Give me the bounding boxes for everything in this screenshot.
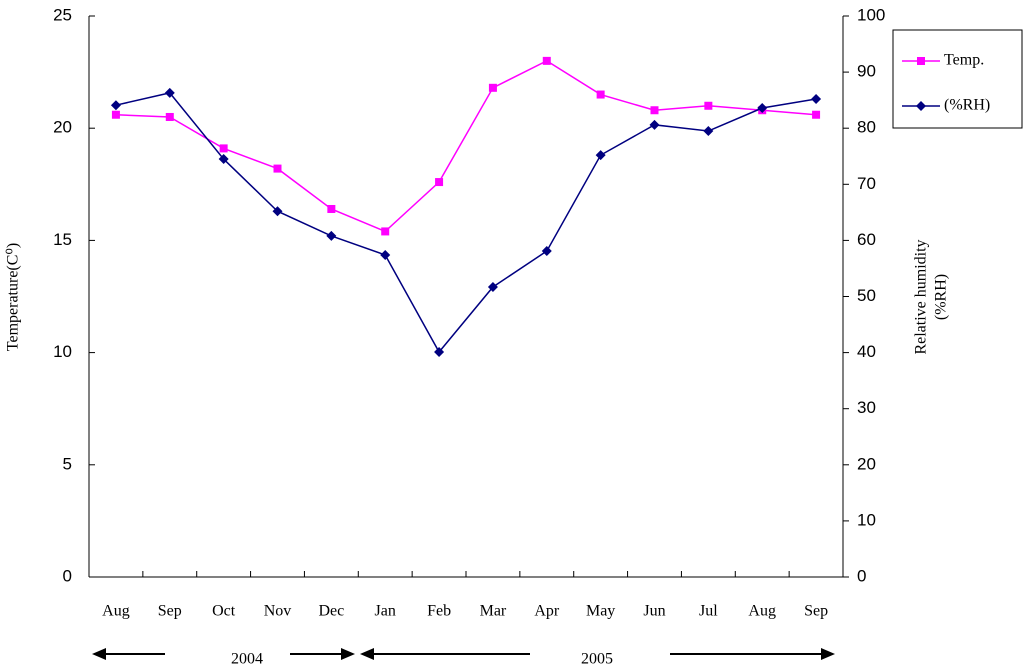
marker xyxy=(650,120,660,130)
x-tick-label: Aug xyxy=(102,603,130,620)
year-label: 2004 xyxy=(231,651,263,668)
chart: 2004 2005 Temperature(C⁰) Relative humid… xyxy=(0,0,1027,669)
marker xyxy=(274,165,282,173)
y-tick-label: 0 xyxy=(63,566,72,585)
year-label: 2005 xyxy=(581,651,613,668)
x-tick-label: Jul xyxy=(699,603,718,620)
x-tick-label: Mar xyxy=(480,603,507,620)
marker xyxy=(917,57,925,65)
x-tick-label: Feb xyxy=(427,603,451,620)
x-tick-label: Apr xyxy=(534,603,560,620)
marker xyxy=(327,205,335,213)
marker xyxy=(703,126,713,136)
y2-tick-label: 80 xyxy=(857,118,876,137)
y-tick-label: 25 xyxy=(53,5,72,24)
marker xyxy=(489,84,497,92)
x-tick-label: Jun xyxy=(643,603,665,620)
legend-label: (%RH) xyxy=(944,97,990,114)
marker xyxy=(381,227,389,235)
y2-axis-label: (%RH) xyxy=(933,274,950,320)
marker xyxy=(111,100,121,110)
y2-tick-label: 50 xyxy=(857,286,876,305)
y2-tick-label: 0 xyxy=(857,566,866,585)
x-tick-label: Jan xyxy=(375,603,396,620)
x-tick-label: Oct xyxy=(212,603,236,620)
x-tick-label: May xyxy=(586,603,615,620)
marker xyxy=(326,231,336,241)
marker xyxy=(597,91,605,99)
y2-tick-label: 70 xyxy=(857,174,876,193)
x-tick-label: Dec xyxy=(318,603,344,620)
y2-tick-label: 30 xyxy=(857,398,876,417)
x-tick-label: Nov xyxy=(264,603,292,620)
marker xyxy=(112,111,120,119)
y2-tick-label: 20 xyxy=(857,454,876,473)
y2-tick-label: 60 xyxy=(857,230,876,249)
y-tick-label: 20 xyxy=(53,118,72,137)
marker xyxy=(811,94,821,104)
year-arrows xyxy=(92,648,835,660)
y2-axis-label: Relative humidity xyxy=(913,239,930,354)
x-tick-label: Aug xyxy=(748,603,776,620)
y-axis-label: Temperature(C⁰) xyxy=(5,243,22,351)
marker xyxy=(812,111,820,119)
marker xyxy=(380,250,390,260)
y2-tick-label: 10 xyxy=(857,510,876,529)
y2-tick-label: 90 xyxy=(857,62,876,81)
legend-label: Temp. xyxy=(944,52,984,69)
marker xyxy=(596,150,606,160)
y-tick-label: 10 xyxy=(53,342,72,361)
marker xyxy=(704,102,712,110)
x-tick-label: Sep xyxy=(804,603,828,620)
y2-tick-label: 40 xyxy=(857,342,876,361)
x-tick-label: Sep xyxy=(158,603,182,620)
marker xyxy=(542,246,552,256)
y-tick-label: 15 xyxy=(53,230,72,249)
marker xyxy=(435,178,443,186)
marker xyxy=(543,57,551,65)
marker xyxy=(220,144,228,152)
marker xyxy=(651,106,659,114)
y2-tick-label: 100 xyxy=(857,5,885,24)
marker xyxy=(166,113,174,121)
y-tick-label: 5 xyxy=(63,454,72,473)
